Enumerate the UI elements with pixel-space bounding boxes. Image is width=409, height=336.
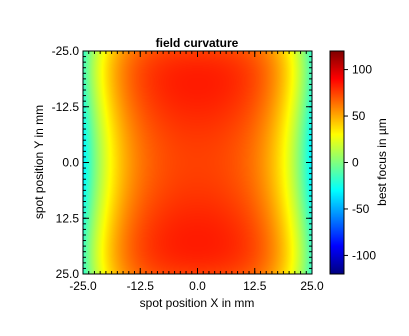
y-tick-label: 12.5 xyxy=(56,211,80,225)
colorbar-gradient xyxy=(330,51,344,274)
x-tick-label: 25.0 xyxy=(300,279,324,293)
colorbar-tick-label: -100 xyxy=(352,248,376,262)
chart-title: field curvature xyxy=(156,36,239,50)
colorbar-tick-label: 100 xyxy=(352,63,372,77)
axes-layer: -25.0 -12.5 0.0 12.5 25.0-25.0-12.50.012.525… xyxy=(52,44,377,293)
x-tick-label: 0.0 xyxy=(189,279,206,293)
colorbar-tick-label: 0 xyxy=(352,156,359,170)
colorbar-frame xyxy=(329,50,345,275)
y-tick-label: 25.0 xyxy=(56,267,80,281)
x-tick-label: -25.0 xyxy=(69,279,97,293)
plot-frame xyxy=(82,50,313,275)
x-tick-label: 12.5 xyxy=(243,279,267,293)
y-tick-label: 0.0 xyxy=(62,156,79,170)
colorbar-tick-label: -50 xyxy=(352,202,370,216)
colorbar-label: best focus in µm xyxy=(375,118,389,206)
x-tick-label: -12.5 xyxy=(127,279,155,293)
y-axis-label: spot position Y in mm xyxy=(32,105,46,219)
y-tick-label: -12.5 xyxy=(52,100,80,114)
x-axis-label: spot position X in mm xyxy=(140,296,255,310)
y-tick-label: -25.0 xyxy=(52,44,80,58)
heatmap-image xyxy=(83,51,312,274)
colorbar-tick-label: 50 xyxy=(352,109,366,123)
